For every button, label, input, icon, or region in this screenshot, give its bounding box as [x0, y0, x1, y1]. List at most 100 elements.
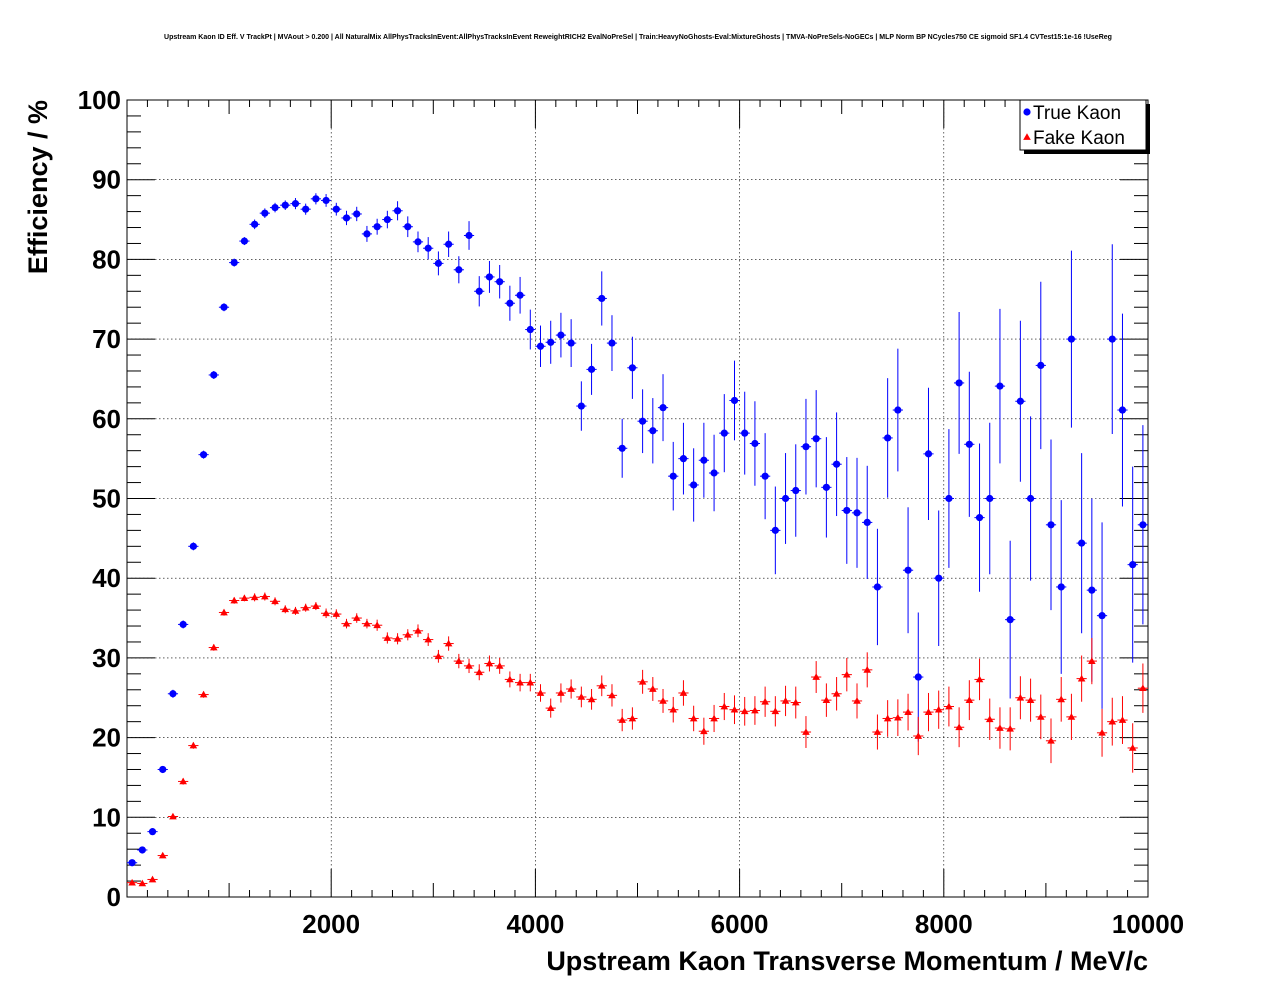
- data-point: [690, 481, 698, 489]
- data-point: [1088, 657, 1096, 664]
- data-point: [322, 609, 330, 617]
- data-point: [955, 379, 963, 387]
- data-point: [393, 634, 402, 642]
- data-point: [199, 451, 208, 459]
- data-point: [567, 685, 575, 692]
- series-true-kaon: [127, 193, 1148, 867]
- data-point: [414, 238, 422, 246]
- data-point: [945, 494, 953, 503]
- data-point: [1067, 713, 1076, 720]
- data-point: [240, 237, 249, 245]
- data-point: [251, 220, 259, 228]
- data-point: [873, 728, 882, 735]
- data-point: [271, 203, 279, 212]
- data-point: [261, 592, 269, 600]
- data-point: [148, 875, 157, 883]
- data-point: [291, 200, 300, 208]
- data-point: [475, 668, 484, 676]
- data-point: [700, 727, 708, 735]
- data-point: [1036, 713, 1045, 720]
- y-tick-label: 30: [92, 643, 121, 673]
- data-point: [843, 506, 851, 515]
- data-point: [761, 697, 769, 705]
- data-point: [975, 675, 984, 683]
- data-point: [455, 657, 463, 664]
- data-point: [1037, 361, 1045, 370]
- y-tick-label: 70: [92, 324, 121, 354]
- data-point: [639, 417, 647, 425]
- x-axis-title: Upstream Kaon Transverse Momentum / MeV/…: [546, 946, 1148, 976]
- data-point: [220, 608, 228, 616]
- data-point: [843, 670, 851, 678]
- data-point: [618, 444, 626, 452]
- series-fake-kaon: [127, 592, 1148, 887]
- data-point: [1016, 397, 1024, 405]
- data-point: [159, 765, 167, 774]
- data-point: [853, 509, 861, 517]
- data-point: [853, 697, 861, 704]
- data-point: [638, 678, 647, 685]
- data-point: [546, 704, 555, 711]
- data-point: [965, 440, 973, 448]
- data-point: [169, 690, 177, 698]
- data-point: [1088, 586, 1096, 594]
- data-point: [730, 705, 739, 713]
- data-point: [1057, 695, 1066, 703]
- data-point: [577, 693, 586, 700]
- data-point: [1108, 717, 1117, 725]
- data-point: [894, 406, 902, 414]
- y-axis-title: Efficiency / %: [23, 100, 53, 274]
- data-point: [1108, 335, 1116, 343]
- y-tick-label: 20: [92, 723, 121, 753]
- data-point: [608, 339, 616, 347]
- data-point: [945, 702, 953, 710]
- data-point: [210, 371, 218, 379]
- data-point: [996, 724, 1004, 731]
- data-point: [189, 542, 197, 550]
- y-tick-label: 10: [92, 802, 121, 832]
- axis-ticks: [127, 99, 1149, 898]
- data-point: [179, 777, 187, 785]
- data-point: [506, 299, 514, 307]
- data-point: [1098, 729, 1106, 736]
- data-point: [363, 619, 371, 627]
- data-point: [209, 643, 218, 651]
- y-tick-label: 0: [107, 882, 121, 912]
- data-point: [445, 240, 453, 248]
- data-point: [669, 705, 678, 713]
- data-point: [526, 678, 535, 686]
- y-tick-label: 80: [92, 244, 121, 274]
- data-point: [1098, 612, 1106, 620]
- data-point: [404, 223, 412, 231]
- data-point: [822, 483, 830, 491]
- data-point: [189, 741, 198, 749]
- data-point: [628, 714, 637, 722]
- data-point: [495, 662, 504, 669]
- data-point: [934, 705, 943, 713]
- legend-box: [1019, 99, 1147, 151]
- data-point: [363, 230, 371, 238]
- data-point: [393, 207, 402, 215]
- tick-labels: 2000 4000 6000 8000 10000 0 10 20 30 40 50 60 70 80 90…: [78, 85, 1185, 939]
- data-point: [536, 689, 545, 696]
- data-point: [985, 715, 994, 723]
- data-point: [373, 223, 381, 231]
- data-point: [128, 859, 136, 867]
- data-point: [475, 287, 483, 295]
- data-point: [659, 697, 667, 704]
- data-point: [710, 714, 718, 722]
- data-point: [904, 708, 912, 715]
- data-point: [1047, 521, 1055, 529]
- data-point: [649, 685, 657, 692]
- y-tick-label: 100: [78, 85, 121, 115]
- x-tick-label: 6000: [711, 909, 769, 939]
- data-point: [434, 652, 443, 660]
- data-point: [403, 630, 412, 638]
- data-point: [669, 472, 677, 480]
- data-point: [904, 566, 912, 574]
- data-point: [148, 828, 157, 836]
- x-tick-label: 8000: [915, 909, 973, 939]
- data-point: [342, 619, 351, 627]
- data-point: [894, 713, 902, 721]
